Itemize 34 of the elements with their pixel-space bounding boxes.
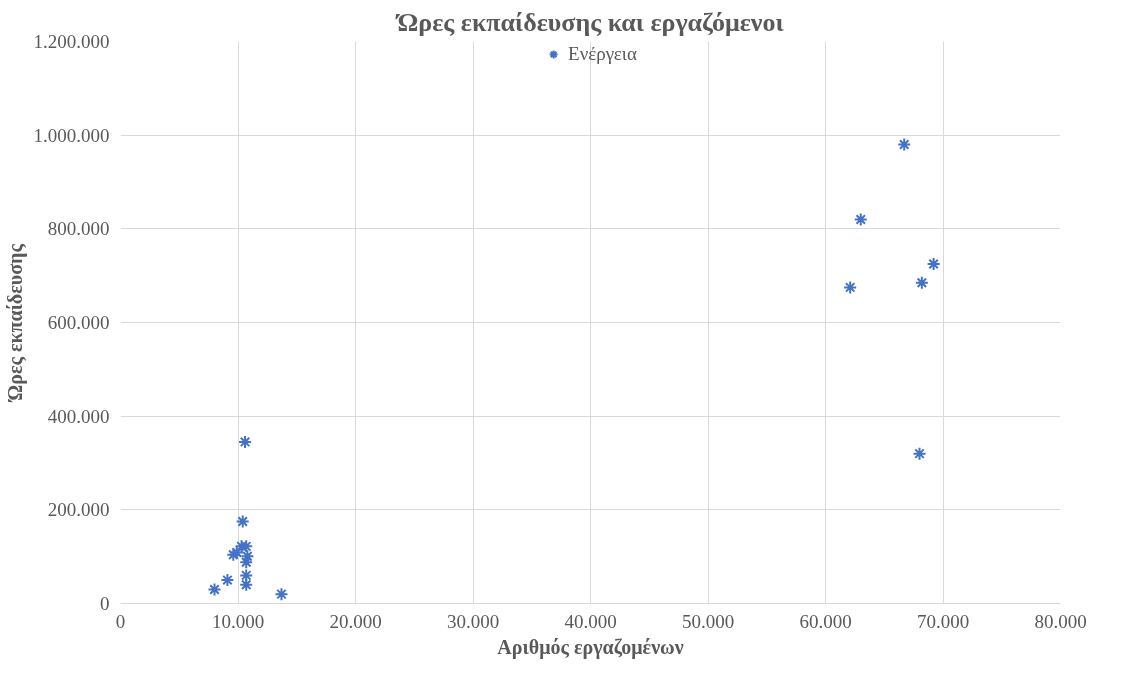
point xyxy=(239,555,254,570)
y-tick-label: 1.200.000 xyxy=(33,31,110,52)
point xyxy=(926,256,941,271)
point xyxy=(843,280,858,295)
x-tick-label: 60.000 xyxy=(799,610,852,632)
x-axis-title: Αριθμός εργαζομένων xyxy=(497,635,684,659)
point xyxy=(239,568,254,583)
y-axis-title: Ώρες εκπαίδευσης xyxy=(3,243,27,403)
y-tick-label: 400.000 xyxy=(47,405,110,427)
y-tick-label: 200.000 xyxy=(47,499,110,521)
x-tick-label: 30.000 xyxy=(446,610,500,632)
point xyxy=(238,434,253,449)
point xyxy=(207,582,222,597)
point xyxy=(912,446,927,461)
legend-label: Ενέργεια xyxy=(568,43,637,65)
point xyxy=(897,137,912,152)
y-tick-label: 0 xyxy=(100,593,110,614)
y-tick-label: 1.000.000 xyxy=(33,124,110,146)
x-tick-label: 40.000 xyxy=(564,610,617,632)
point xyxy=(220,573,235,588)
x-tick-label: 80.000 xyxy=(1034,610,1087,632)
x-tick-label: 20.000 xyxy=(329,610,382,632)
x-tick-label: 70.000 xyxy=(916,610,970,632)
point xyxy=(914,275,929,290)
point xyxy=(274,587,289,602)
point xyxy=(853,212,868,227)
point xyxy=(239,577,254,592)
y-tick-label: 600.000 xyxy=(47,312,110,333)
y-tick-label: 800.000 xyxy=(47,218,110,240)
x-tick-label: 10.000 xyxy=(211,610,265,632)
point xyxy=(235,514,250,529)
x-tick-label: 0 xyxy=(115,610,126,632)
x-tick-label: 50.000 xyxy=(681,610,735,632)
chart-title: Ώρες εκπαίδευσης και εργαζόμενοι xyxy=(394,7,784,37)
